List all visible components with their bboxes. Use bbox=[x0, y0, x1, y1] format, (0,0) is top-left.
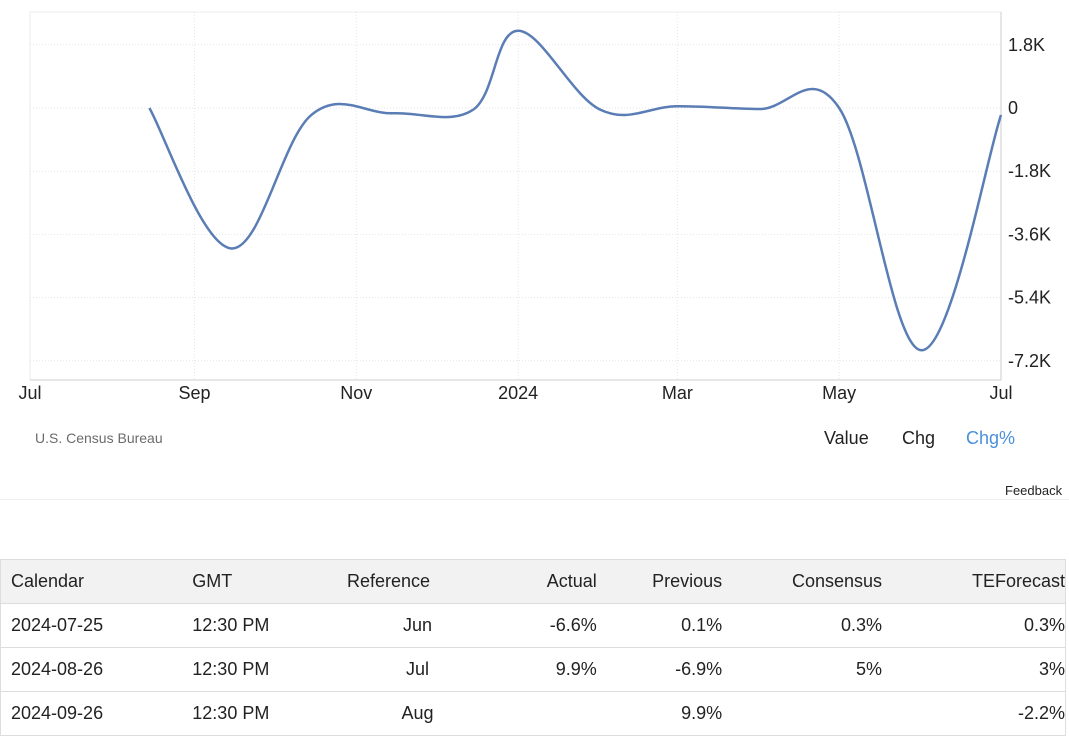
header-calendar: Calendar bbox=[0, 559, 193, 604]
cell-consensus: 0.3% bbox=[722, 603, 883, 648]
mode-chg-button[interactable]: Chg bbox=[902, 428, 936, 448]
cell-gmt: 12:30 PM bbox=[192, 603, 347, 648]
feedback-link[interactable]: Feedback bbox=[1005, 483, 1063, 498]
x-tick-label: May bbox=[822, 383, 856, 403]
y-tick-label: -5.4K bbox=[1008, 288, 1051, 308]
y-tick-label: -7.2K bbox=[1008, 351, 1051, 371]
cell-teforecast: 0.3% bbox=[882, 603, 1067, 648]
divider bbox=[0, 499, 1069, 500]
series-line bbox=[148, 29, 1003, 352]
cell-reference: Aug bbox=[346, 691, 489, 736]
cell-previous: 0.1% bbox=[596, 603, 723, 648]
cell-teforecast: -2.2% bbox=[882, 691, 1067, 736]
cell-reference: Jun bbox=[346, 603, 489, 648]
line-chart: 1.8K 0 -1.8K -3.6K -5.4K -7.2K Jul Sep Nov 2024 Ma… bbox=[18, 11, 1051, 403]
x-tick-label: Jul bbox=[18, 383, 41, 403]
cell-calendar: 2024-09-26 bbox=[0, 691, 193, 736]
cell-consensus: 5% bbox=[722, 647, 883, 692]
cell-teforecast: 3% bbox=[882, 647, 1067, 692]
cell-actual: -6.6% bbox=[488, 603, 597, 648]
header-reference: Reference bbox=[346, 559, 489, 604]
cell-calendar: 2024-08-26 bbox=[0, 647, 193, 692]
table-row: 2024-07-25 12:30 PM Jun -6.6% 0.1% 0.3% … bbox=[0, 603, 1067, 648]
x-tick-label: Sep bbox=[178, 383, 210, 403]
x-tick-label: Mar bbox=[662, 383, 693, 403]
cell-gmt: 12:30 PM bbox=[192, 691, 347, 736]
header-actual: Actual bbox=[488, 559, 597, 604]
header-previous: Previous bbox=[596, 559, 723, 604]
plot-frame bbox=[29, 11, 1002, 381]
y-tick-label: -3.6K bbox=[1008, 224, 1051, 244]
chart-area: 1.8K 0 -1.8K -3.6K -5.4K -7.2K Jul Sep Nov 2024 Ma… bbox=[18, 11, 1063, 498]
header-teforecast: TEForecast bbox=[882, 559, 1067, 604]
y-tick-label: -1.8K bbox=[1008, 161, 1051, 181]
cell-consensus bbox=[722, 691, 883, 736]
mode-value-button[interactable]: Value bbox=[824, 428, 869, 448]
cell-calendar: 2024-07-25 bbox=[0, 603, 193, 648]
cell-actual bbox=[488, 691, 597, 736]
header-gmt: GMT bbox=[192, 559, 347, 604]
cell-reference: Jul bbox=[346, 647, 489, 692]
calendar-table: Calendar GMT Reference Actual Previous C… bbox=[0, 559, 1067, 736]
source-label: U.S. Census Bureau bbox=[35, 430, 163, 446]
x-tick-label: Jul bbox=[989, 383, 1012, 403]
table-row: 2024-08-26 12:30 PM Jul 9.9% -6.9% 5% 3% bbox=[0, 647, 1067, 692]
header-consensus: Consensus bbox=[722, 559, 883, 604]
y-tick-label: 0 bbox=[1008, 98, 1018, 118]
cell-previous: 9.9% bbox=[596, 691, 723, 736]
table-row: 2024-09-26 12:30 PM Aug 9.9% -2.2% bbox=[0, 691, 1067, 736]
x-tick-label: 2024 bbox=[498, 383, 538, 403]
cell-previous: -6.9% bbox=[596, 647, 723, 692]
cell-actual: 9.9% bbox=[488, 647, 597, 692]
y-tick-label: 1.8K bbox=[1008, 35, 1045, 55]
mode-chgpct-button[interactable]: Chg% bbox=[966, 428, 1016, 448]
table-header-row: Calendar GMT Reference Actual Previous C… bbox=[0, 559, 1067, 604]
x-tick-label: Nov bbox=[340, 383, 372, 403]
cell-gmt: 12:30 PM bbox=[192, 647, 347, 692]
